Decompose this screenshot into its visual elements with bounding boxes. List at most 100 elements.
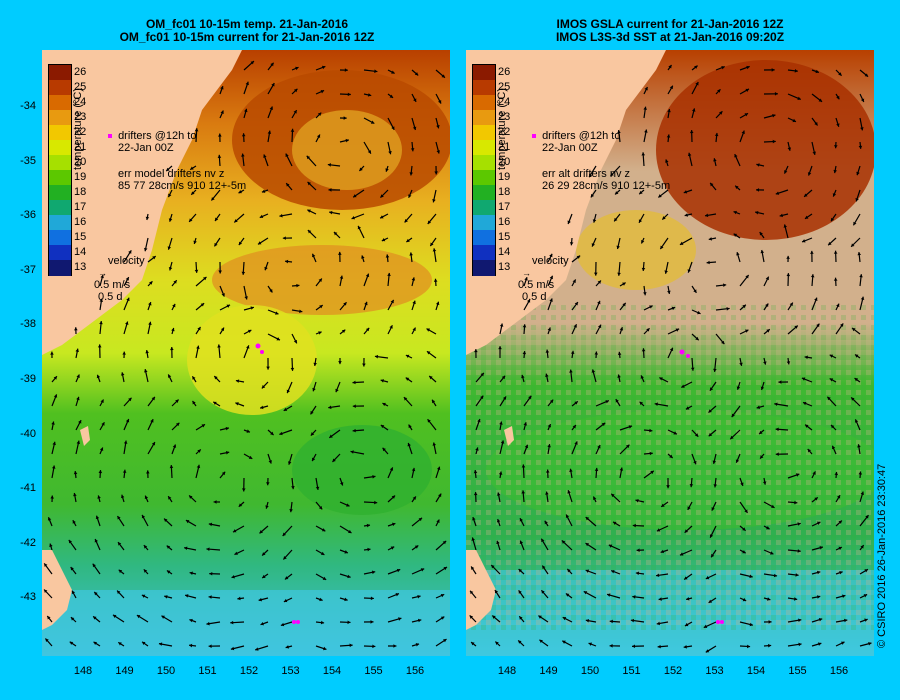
velocity-arrow-head	[389, 325, 393, 329]
velocity-arrow-head	[689, 130, 694, 134]
colorbar-tick-label: 24	[498, 95, 511, 108]
velocity-arrow-head	[650, 470, 654, 475]
velocity-arrow-head	[622, 302, 626, 307]
velocity-arrow-head	[232, 529, 237, 533]
velocity-arrow-head	[765, 303, 769, 308]
velocity-arrow-head	[856, 171, 860, 176]
latitude-tick-label: -43	[20, 591, 36, 604]
velocity-arrow-head	[496, 492, 501, 496]
velocity-arrow-head	[382, 447, 386, 452]
velocity-arrow-head	[499, 421, 503, 425]
velocity-arrow-head	[767, 597, 771, 601]
velocity-arrow-head	[226, 304, 231, 308]
velocity-arrow-head	[318, 278, 322, 282]
velocity-arrow-head	[605, 400, 609, 404]
velocity-arrow-head	[538, 615, 542, 619]
velocity-arrow-head	[679, 241, 684, 245]
right-drifters-line1: drifters @12h to	[542, 130, 621, 142]
velocity-arrow-head	[100, 399, 104, 403]
velocity-arrow-head	[231, 575, 235, 579]
velocity-arrow-head	[838, 72, 842, 76]
velocity-arrow-head	[352, 404, 356, 408]
velocity-arrow-head	[414, 545, 419, 549]
velocity-arrow-head	[703, 624, 708, 628]
velocity-arrow-head	[681, 384, 685, 388]
velocity-arrow-head	[833, 277, 838, 281]
velocity-arrow-head	[859, 274, 863, 278]
velocity-arrow-head	[151, 396, 155, 401]
velocity-arrow-head	[759, 232, 763, 236]
velocity-arrow-head	[480, 395, 484, 400]
velocity-arrow-head	[344, 68, 348, 72]
velocity-arrow-head	[812, 151, 816, 155]
velocity-arrow-head	[827, 396, 831, 401]
colorbar-segment	[473, 95, 495, 111]
velocity-arrow-head	[794, 500, 798, 505]
velocity-arrow-head	[694, 433, 699, 437]
velocity-arrow-head	[836, 123, 840, 127]
velocity-arrow-head	[723, 283, 727, 287]
velocity-arrow-head	[362, 363, 366, 367]
velocity-arrow-head	[286, 183, 290, 187]
velocity-arrow-head	[646, 328, 650, 332]
velocity-arrow-head	[291, 485, 295, 490]
velocity-arrow-head	[262, 574, 266, 579]
velocity-arrow-head	[695, 81, 699, 86]
velocity-arrow-head	[526, 299, 531, 303]
velocity-arrow-head	[756, 188, 760, 192]
velocity-arrow-head	[683, 645, 687, 649]
velocity-arrow-head	[744, 113, 749, 117]
colorbar-tick-label: 22	[498, 125, 511, 138]
velocity-arrow-head	[263, 154, 267, 158]
velocity-arrow-head	[370, 620, 374, 624]
velocity-arrow-head	[264, 266, 268, 271]
right-velocity-legend: velocity → 0.5 m/s 0.5 d	[518, 255, 569, 303]
velocity-arrow-head	[684, 576, 688, 580]
velocity-arrow-head	[158, 642, 163, 646]
velocity-arrow-head	[244, 296, 248, 300]
velocity-arrow-head	[671, 306, 676, 311]
velocity-arrow-head	[608, 544, 613, 548]
velocity-arrow-head	[819, 546, 823, 550]
right-err-line2: 26 29 28cm/s 910 12+-5m	[542, 180, 671, 192]
longitude-tick-label: 151	[198, 665, 217, 677]
velocity-arrow-head	[322, 576, 327, 580]
colorbar-tick-label: 20	[74, 155, 87, 168]
velocity-arrow-head	[524, 277, 528, 281]
velocity-arrow-head	[166, 570, 171, 574]
velocity-arrow-head	[316, 134, 321, 138]
velocity-arrow-head	[733, 210, 737, 215]
velocity-arrow-head	[151, 442, 155, 446]
velocity-arrow-head	[172, 444, 177, 448]
velocity-arrow-head	[321, 65, 326, 70]
colorbar-tick-label: 19	[74, 170, 87, 183]
longitude-tick-label: 153	[705, 665, 724, 677]
velocity-arrow-head	[208, 644, 212, 648]
velocity-arrow-head	[266, 482, 270, 486]
velocity-arrow-head	[266, 366, 270, 370]
velocity-arrow-head	[390, 299, 394, 304]
velocity-arrow-head	[829, 378, 834, 382]
velocity-arrow-head	[196, 345, 200, 349]
velocity-arrow-head	[261, 189, 266, 193]
velocity-arrow-head	[320, 551, 325, 555]
velocity-arrow-head	[641, 267, 646, 271]
velocity-arrow-head	[436, 125, 440, 129]
velocity-arrow-head	[96, 374, 101, 379]
velocity-arrow-head	[409, 252, 413, 256]
latitude-tick-label: -34	[20, 100, 36, 112]
velocity-arrow-head	[639, 401, 644, 406]
velocity-arrow-head	[609, 644, 613, 648]
velocity-arrow-head	[858, 145, 863, 149]
velocity-arrow-head	[146, 470, 150, 474]
longitude-tick-label: 153	[281, 665, 300, 677]
velocity-arrow-head	[644, 129, 648, 133]
velocity-arrow-head	[656, 528, 661, 532]
velocity-arrow-head	[644, 86, 648, 91]
velocity-arrow-head	[389, 467, 394, 471]
velocity-arrow-head	[470, 590, 474, 595]
velocity-arrow-head	[686, 596, 690, 601]
velocity-arrow-head	[610, 172, 614, 177]
velocity-arrow-head	[371, 570, 376, 575]
velocity-arrow-head	[632, 595, 636, 599]
